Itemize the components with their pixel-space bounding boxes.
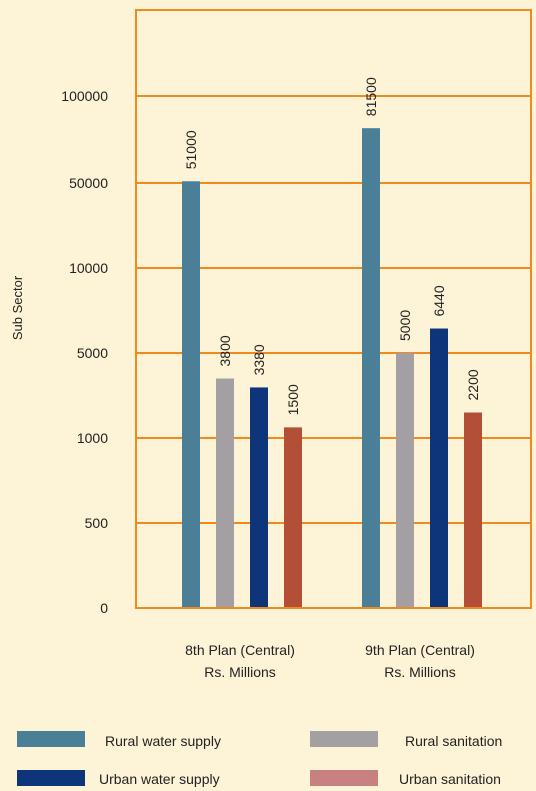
legend-swatch (17, 731, 85, 747)
y-tick-label: 50000 (69, 175, 108, 191)
legend-label: Urban water supply (99, 771, 220, 787)
x-category-label: 9th Plan (Central) (365, 642, 475, 658)
y-tick-label: 1000 (77, 430, 108, 446)
bar-value-label: 51000 (183, 130, 199, 169)
bars (182, 128, 482, 608)
plot-frame (135, 9, 532, 609)
y-tick-label: 5000 (77, 345, 108, 361)
bar-value-label: 3380 (251, 344, 267, 375)
legend-label: Urban sanitation (399, 771, 501, 787)
y-tick-label: 10000 (69, 260, 108, 276)
bar (216, 378, 234, 608)
bar (284, 427, 302, 608)
x-category-sublabel: Rs. Millions (204, 664, 276, 680)
bar (396, 353, 414, 608)
x-category-sublabel: Rs. Millions (384, 664, 456, 680)
bar (250, 387, 268, 608)
legend-label: Rural sanitation (405, 733, 502, 749)
bar (430, 328, 448, 608)
value-labels: 51000 81500 3800 5000 3380 6440 1500 2200 (183, 77, 481, 415)
bar-value-label: 5000 (397, 310, 413, 341)
bar (362, 128, 380, 608)
y-axis-label: Sub Sector (10, 275, 25, 340)
bar-value-label: 2200 (465, 369, 481, 400)
x-category-label: 8th Plan (Central) (185, 642, 295, 658)
legend-label: Rural water supply (105, 733, 221, 749)
legend: Rural water supply Rural sanitation Urban … (17, 731, 502, 787)
bar-value-label: 6440 (431, 285, 447, 316)
y-axis-tick-labels: 0 500 1000 5000 10000 50000 100000 (61, 88, 108, 616)
bar-value-label: 3800 (217, 335, 233, 366)
y-tick-label: 0 (100, 600, 108, 616)
x-axis-category-labels: 8th Plan (Central) Rs. Millions 9th Plan (… (185, 642, 475, 680)
bar-value-label: 1500 (285, 384, 301, 415)
legend-swatch (310, 770, 378, 786)
y-tick-label: 500 (85, 515, 109, 531)
y-tick-label: 100000 (61, 88, 108, 104)
legend-swatch (17, 770, 85, 786)
bar (182, 181, 200, 608)
legend-swatch (310, 731, 378, 747)
bar-value-label: 81500 (363, 77, 379, 116)
bar (464, 412, 482, 608)
